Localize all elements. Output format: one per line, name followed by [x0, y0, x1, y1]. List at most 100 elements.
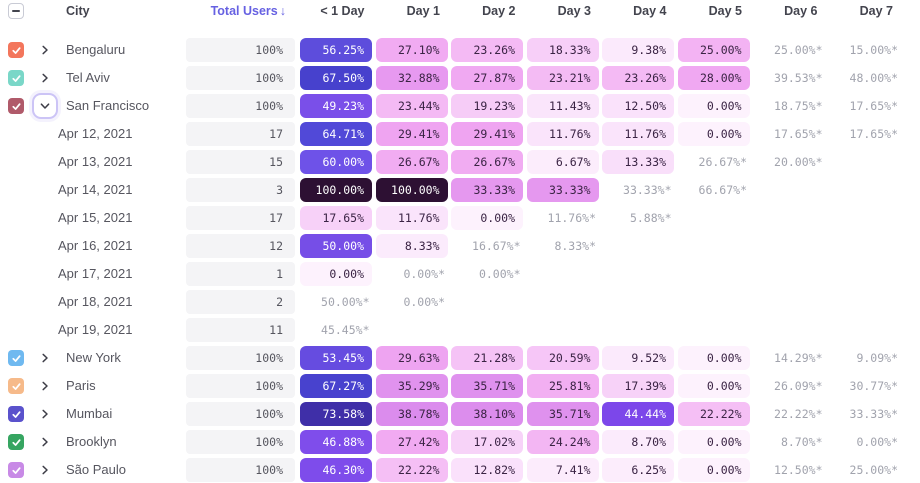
retention-cell[interactable]: 0.00%*	[403, 267, 445, 281]
retention-cell[interactable]: 25.81%	[526, 374, 599, 398]
column-header-total-users[interactable]: Total Users ↓	[210, 4, 286, 18]
retention-cell[interactable]: 33.33%*	[849, 407, 898, 421]
expand-row-chevron-icon[interactable]	[36, 405, 54, 423]
retention-cell[interactable]: 6.67%	[526, 150, 599, 174]
retention-cell[interactable]: 0.00%	[300, 262, 372, 286]
retention-cell[interactable]: 27.42%	[375, 430, 448, 454]
expand-row-chevron-icon[interactable]	[36, 461, 54, 479]
retention-cell[interactable]: 39.53%*	[774, 71, 823, 85]
retention-cell[interactable]: 26.67%*	[698, 155, 747, 169]
retention-cell[interactable]: 13.33%	[602, 150, 674, 174]
retention-cell[interactable]: 17.65%*	[849, 99, 898, 113]
retention-cell[interactable]: 45.45%*	[321, 323, 370, 337]
expand-row-chevron-icon[interactable]	[36, 349, 54, 367]
retention-cell[interactable]: 25.00%*	[774, 43, 823, 57]
retention-cell[interactable]: 15.00%*	[849, 43, 898, 57]
row-checkbox[interactable]	[8, 378, 24, 394]
row-checkbox[interactable]	[8, 434, 24, 450]
retention-cell[interactable]: 32.88%	[375, 66, 448, 90]
retention-cell[interactable]: 25.00%*	[849, 463, 898, 477]
retention-cell[interactable]: 11.76%	[602, 122, 674, 146]
retention-cell[interactable]: 16.67%*	[472, 239, 521, 253]
retention-cell[interactable]: 50.00%*	[321, 295, 370, 309]
retention-cell[interactable]: 35.29%	[375, 374, 448, 398]
retention-cell[interactable]: 23.21%	[526, 66, 599, 90]
retention-cell[interactable]: 67.50%	[300, 66, 372, 90]
retention-cell[interactable]: 6.25%	[602, 458, 674, 482]
retention-cell[interactable]: 18.75%*	[774, 99, 823, 113]
expand-row-chevron-icon[interactable]	[36, 433, 54, 451]
retention-cell[interactable]: 46.88%	[300, 430, 372, 454]
row-checkbox[interactable]	[8, 98, 24, 114]
retention-cell[interactable]: 56.25%	[300, 38, 372, 62]
retention-cell[interactable]: 35.71%	[451, 374, 523, 398]
retention-cell[interactable]: 28.00%	[677, 66, 750, 90]
retention-cell[interactable]: 33.33%*	[623, 183, 672, 197]
retention-cell[interactable]: 67.27%	[300, 374, 372, 398]
retention-cell[interactable]: 26.09%*	[774, 379, 823, 393]
retention-cell[interactable]: 66.67%*	[698, 183, 747, 197]
retention-cell[interactable]: 21.28%	[451, 346, 523, 370]
retention-cell[interactable]: 100.00%	[300, 178, 372, 202]
retention-cell[interactable]: 33.33%	[451, 178, 523, 202]
retention-cell[interactable]: 11.76%*	[547, 211, 596, 225]
retention-cell[interactable]: 9.52%	[602, 346, 674, 370]
retention-cell[interactable]: 8.70%*	[780, 435, 823, 449]
retention-cell[interactable]: 64.71%	[300, 122, 372, 146]
retention-cell[interactable]: 14.29%*	[774, 351, 823, 365]
retention-cell[interactable]: 0.00%*	[478, 267, 521, 281]
retention-cell[interactable]: 0.00%	[677, 374, 750, 398]
retention-cell[interactable]: 7.41%	[526, 458, 599, 482]
retention-cell[interactable]: 33.33%	[526, 178, 599, 202]
retention-cell[interactable]: 26.67%	[451, 150, 523, 174]
retention-cell[interactable]: 38.10%	[451, 402, 523, 426]
row-checkbox[interactable]	[8, 350, 24, 366]
retention-cell[interactable]: 0.00%	[677, 94, 750, 118]
retention-cell[interactable]: 11.43%	[526, 94, 599, 118]
retention-cell[interactable]: 17.39%	[602, 374, 674, 398]
retention-cell[interactable]: 44.44%	[602, 402, 674, 426]
retention-cell[interactable]: 27.10%	[375, 38, 448, 62]
retention-cell[interactable]: 20.00%*	[774, 155, 823, 169]
retention-cell[interactable]: 0.00%	[451, 206, 523, 230]
retention-cell[interactable]: 8.33%	[375, 234, 448, 258]
retention-cell[interactable]: 19.23%	[451, 94, 523, 118]
retention-cell[interactable]: 24.24%	[526, 430, 599, 454]
retention-cell[interactable]: 12.82%	[451, 458, 523, 482]
retention-cell[interactable]: 12.50%	[602, 94, 674, 118]
retention-cell[interactable]: 60.00%	[300, 150, 372, 174]
retention-cell[interactable]: 0.00%	[677, 430, 750, 454]
retention-cell[interactable]: 9.09%*	[856, 351, 898, 365]
retention-cell[interactable]: 49.23%	[300, 94, 372, 118]
retention-cell[interactable]: 22.22%*	[774, 407, 823, 421]
retention-cell[interactable]: 22.22%	[375, 458, 448, 482]
retention-cell[interactable]: 100.00%	[375, 178, 448, 202]
retention-cell[interactable]: 35.71%	[526, 402, 599, 426]
retention-cell[interactable]: 50.00%	[300, 234, 372, 258]
retention-cell[interactable]: 23.44%	[375, 94, 448, 118]
row-checkbox[interactable]	[8, 70, 24, 86]
retention-cell[interactable]: 29.63%	[375, 346, 448, 370]
retention-cell[interactable]: 38.78%	[375, 402, 448, 426]
collapse-row-chevron-button[interactable]	[34, 95, 56, 117]
retention-cell[interactable]: 25.00%	[677, 38, 750, 62]
retention-cell[interactable]: 27.87%	[451, 66, 523, 90]
retention-cell[interactable]: 29.41%	[451, 122, 523, 146]
expand-row-chevron-icon[interactable]	[36, 377, 54, 395]
retention-cell[interactable]: 0.00%	[677, 346, 750, 370]
retention-cell[interactable]: 30.77%*	[849, 379, 898, 393]
expand-row-chevron-icon[interactable]	[36, 69, 54, 87]
retention-cell[interactable]: 11.76%	[526, 122, 599, 146]
retention-cell[interactable]: 73.58%	[300, 402, 372, 426]
retention-cell[interactable]: 8.33%*	[554, 239, 596, 253]
retention-cell[interactable]: 0.00%*	[403, 295, 445, 309]
retention-cell[interactable]: 0.00%	[677, 458, 750, 482]
retention-cell[interactable]: 18.33%	[526, 38, 599, 62]
row-checkbox[interactable]	[8, 406, 24, 422]
retention-cell[interactable]: 20.59%	[526, 346, 599, 370]
retention-cell[interactable]: 23.26%	[602, 66, 674, 90]
retention-cell[interactable]: 53.45%	[300, 346, 372, 370]
retention-cell[interactable]: 0.00%*	[856, 435, 898, 449]
retention-cell[interactable]: 22.22%	[677, 402, 750, 426]
retention-cell[interactable]: 17.02%	[451, 430, 523, 454]
